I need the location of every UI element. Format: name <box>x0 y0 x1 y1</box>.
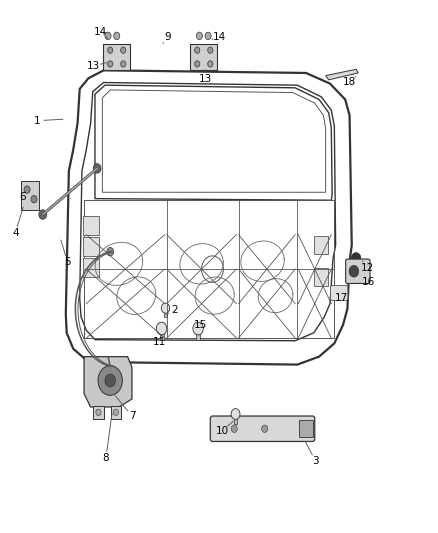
FancyBboxPatch shape <box>346 259 370 284</box>
FancyBboxPatch shape <box>191 44 217 70</box>
Text: 14: 14 <box>94 27 107 37</box>
Circle shape <box>114 32 120 39</box>
Text: 6: 6 <box>19 191 25 201</box>
Text: 3: 3 <box>312 456 319 466</box>
FancyBboxPatch shape <box>299 420 313 437</box>
Polygon shape <box>84 357 132 407</box>
Text: 12: 12 <box>360 263 374 272</box>
Circle shape <box>196 32 202 39</box>
FancyBboxPatch shape <box>210 416 315 441</box>
FancyBboxPatch shape <box>83 216 99 235</box>
Text: 15: 15 <box>194 320 207 330</box>
Circle shape <box>193 322 203 335</box>
Circle shape <box>194 61 200 67</box>
FancyBboxPatch shape <box>330 286 348 301</box>
Text: 5: 5 <box>64 257 71 267</box>
FancyBboxPatch shape <box>196 330 200 340</box>
Circle shape <box>120 61 126 67</box>
FancyBboxPatch shape <box>93 407 104 419</box>
Text: 13: 13 <box>87 61 100 71</box>
Circle shape <box>31 196 37 203</box>
FancyBboxPatch shape <box>234 415 237 424</box>
Circle shape <box>156 322 167 335</box>
Circle shape <box>96 409 101 416</box>
FancyBboxPatch shape <box>21 181 39 210</box>
FancyBboxPatch shape <box>111 407 121 419</box>
Circle shape <box>231 409 240 419</box>
Text: 14: 14 <box>213 32 226 42</box>
Circle shape <box>349 265 359 277</box>
Text: 8: 8 <box>102 454 109 463</box>
Circle shape <box>208 47 213 53</box>
Text: 2: 2 <box>171 305 178 315</box>
Text: 9: 9 <box>164 32 171 42</box>
Circle shape <box>105 374 116 387</box>
FancyBboxPatch shape <box>83 258 99 277</box>
Circle shape <box>231 425 237 432</box>
Circle shape <box>108 47 113 53</box>
Circle shape <box>208 61 213 67</box>
Circle shape <box>113 409 118 416</box>
Circle shape <box>39 210 47 219</box>
FancyBboxPatch shape <box>314 236 328 254</box>
Text: 7: 7 <box>129 411 135 421</box>
FancyBboxPatch shape <box>103 44 130 70</box>
Circle shape <box>93 164 101 173</box>
Text: 4: 4 <box>12 228 19 238</box>
Text: 17: 17 <box>335 293 348 303</box>
Circle shape <box>351 253 361 264</box>
FancyBboxPatch shape <box>159 330 163 340</box>
Text: 10: 10 <box>216 426 229 436</box>
Circle shape <box>98 366 122 395</box>
Circle shape <box>194 47 200 53</box>
FancyBboxPatch shape <box>314 268 328 286</box>
Text: 16: 16 <box>362 277 375 287</box>
Circle shape <box>261 425 268 432</box>
Text: 11: 11 <box>152 337 166 347</box>
Circle shape <box>105 32 111 39</box>
Circle shape <box>24 186 30 193</box>
Text: 1: 1 <box>34 116 40 126</box>
Circle shape <box>107 247 114 256</box>
FancyBboxPatch shape <box>164 309 167 317</box>
Circle shape <box>205 32 211 39</box>
Text: 18: 18 <box>343 77 356 87</box>
FancyBboxPatch shape <box>83 237 99 256</box>
Text: 13: 13 <box>198 74 212 84</box>
Circle shape <box>161 303 170 313</box>
Circle shape <box>108 61 113 67</box>
Polygon shape <box>325 69 358 80</box>
Circle shape <box>120 47 126 53</box>
